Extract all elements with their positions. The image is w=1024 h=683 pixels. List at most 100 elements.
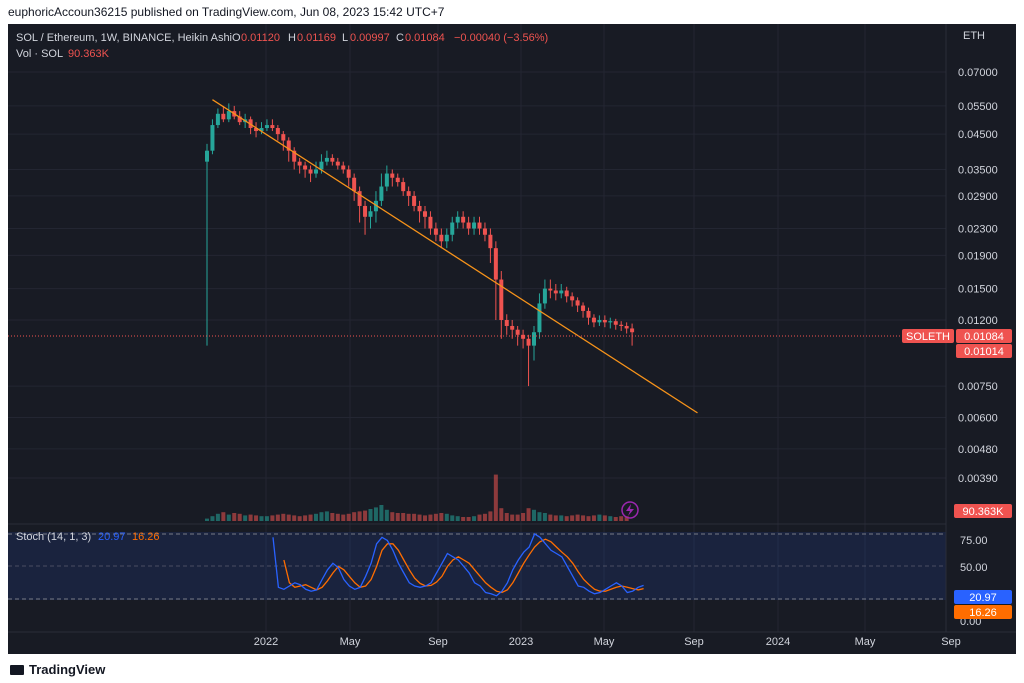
stoch-tick-50: 50.00: [960, 562, 988, 574]
volume-bar: [553, 515, 558, 521]
time-label-may-2024: May: [855, 636, 876, 648]
stoch-d-value: 16.26: [132, 531, 160, 543]
volume-bar: [384, 509, 389, 521]
price-tick-label: 0.04500: [958, 129, 998, 141]
candle-body: [586, 310, 591, 318]
stoch-k-line: [272, 533, 644, 597]
volume-bar: [619, 516, 624, 521]
stoch-tick-75: 75.00: [960, 535, 988, 547]
candle-body: [521, 334, 526, 339]
candle-body: [597, 320, 602, 323]
publish-info: euphoricAccoun36215 published on Trading…: [0, 0, 1024, 24]
trendline[interactable]: [212, 99, 698, 414]
lightning-icon[interactable]: [621, 501, 639, 519]
volume-bar: [548, 514, 553, 521]
volume-bar: [521, 513, 526, 521]
volume-bar: [237, 513, 242, 521]
close-value: 0.01084: [405, 32, 445, 44]
volume-bar: [591, 515, 596, 521]
volume-bar: [341, 514, 346, 521]
candle-body: [581, 305, 586, 311]
open-value: 0.01120: [241, 32, 280, 44]
symbol-label: SOL / Ethereum, 1W, BINANCE, Heikin Ashi: [16, 32, 232, 44]
time-label-sep-2024: Sep: [941, 636, 961, 648]
volume-bar: [472, 516, 477, 521]
candle-body: [259, 128, 264, 132]
tradingview-logo[interactable]: TradingView: [10, 662, 105, 677]
stoch-label: Stoch (14, 1, 3): [16, 531, 91, 543]
volume-bar: [406, 513, 411, 521]
last-price-badge: 0.01084: [956, 329, 1012, 343]
volume-bar: [264, 516, 269, 521]
volume-bar: [275, 514, 280, 521]
volume-bar: [564, 516, 569, 521]
candle-body: [275, 128, 280, 135]
volume-bar: [499, 508, 504, 521]
candle-body: [532, 332, 536, 346]
candle-body: [335, 161, 340, 166]
volume-bar: [488, 511, 493, 521]
volume-bar: [324, 511, 329, 521]
change-value: −0.00040 (−3.56%): [454, 32, 548, 44]
volume-badge-text: 90.363K: [963, 506, 1005, 518]
volume-bar: [232, 513, 237, 521]
volume-bar: [417, 514, 422, 521]
volume-bar: [292, 515, 297, 521]
candle-body: [324, 157, 329, 162]
price-axis[interactable]: ETH: [945, 24, 985, 632]
price-tick-label: 0.00600: [958, 412, 998, 424]
volume-bar: [532, 509, 536, 521]
volume-bar: [428, 514, 433, 521]
stoch-k-value: 20.97: [98, 531, 126, 543]
candle-body: [221, 113, 226, 120]
candle-body: [466, 222, 471, 229]
volume-bar: [466, 517, 471, 521]
time-label-sep-2023: Sep: [684, 636, 704, 648]
price-tick-label: 0.00480: [958, 444, 998, 456]
volume-bar: [412, 513, 417, 521]
volume-bar: [515, 514, 520, 521]
volume-bar: [363, 510, 368, 521]
candle-body: [553, 290, 558, 294]
open-label: O: [232, 32, 241, 44]
candle-body: [559, 290, 564, 294]
candle-body: [608, 321, 613, 323]
footer: TradingView: [0, 654, 1024, 683]
tradingview-icon: [10, 665, 24, 675]
price-tick-label: 0.00390: [958, 473, 998, 485]
volume-bar: [335, 513, 340, 521]
time-label-may-2022: May: [340, 636, 361, 648]
chart-svg[interactable]: SOL / Ethereum, 1W, BINANCE, Heikin Ashi…: [8, 24, 1016, 654]
candle-body: [602, 320, 607, 323]
price-tick-label: 0.00750: [958, 381, 998, 393]
volume-bar: [270, 515, 275, 521]
chart-frame[interactable]: SOL / Ethereum, 1W, BINANCE, Heikin Ashi…: [8, 24, 1016, 654]
price-tick-label: 0.03500: [958, 164, 998, 176]
candle-body: [352, 177, 357, 192]
volume-bar: [526, 508, 531, 521]
candle-body: [346, 169, 351, 178]
volume-bar: [504, 513, 509, 521]
candle-body: [428, 216, 433, 229]
volume-bar: [346, 513, 351, 521]
candle-body: [254, 128, 259, 132]
stoch-d-badge-text: 16.26: [969, 607, 997, 619]
price-tick-label: 0.02300: [958, 224, 998, 236]
volume-bar: [357, 511, 362, 521]
candle-body: [542, 288, 547, 304]
stoch-k-badge-text: 20.97: [969, 592, 997, 604]
candle-body: [472, 222, 477, 229]
volume-bar: [248, 514, 253, 521]
currency-label: ETH: [963, 30, 985, 42]
candle-body: [504, 320, 509, 326]
candle-body: [423, 211, 427, 217]
time-axis[interactable]: 2022 May Sep 2023 May Sep 2024 May Sep: [254, 636, 961, 648]
volume-value: 90.363K: [68, 48, 110, 60]
candle-body: [210, 125, 215, 151]
candle-body: [570, 296, 575, 301]
volume-bar: [602, 515, 607, 521]
volume-bar: [226, 514, 231, 521]
price-tick-label: 0.01900: [958, 250, 998, 262]
candle-body: [395, 177, 400, 183]
candle-body: [297, 161, 302, 166]
